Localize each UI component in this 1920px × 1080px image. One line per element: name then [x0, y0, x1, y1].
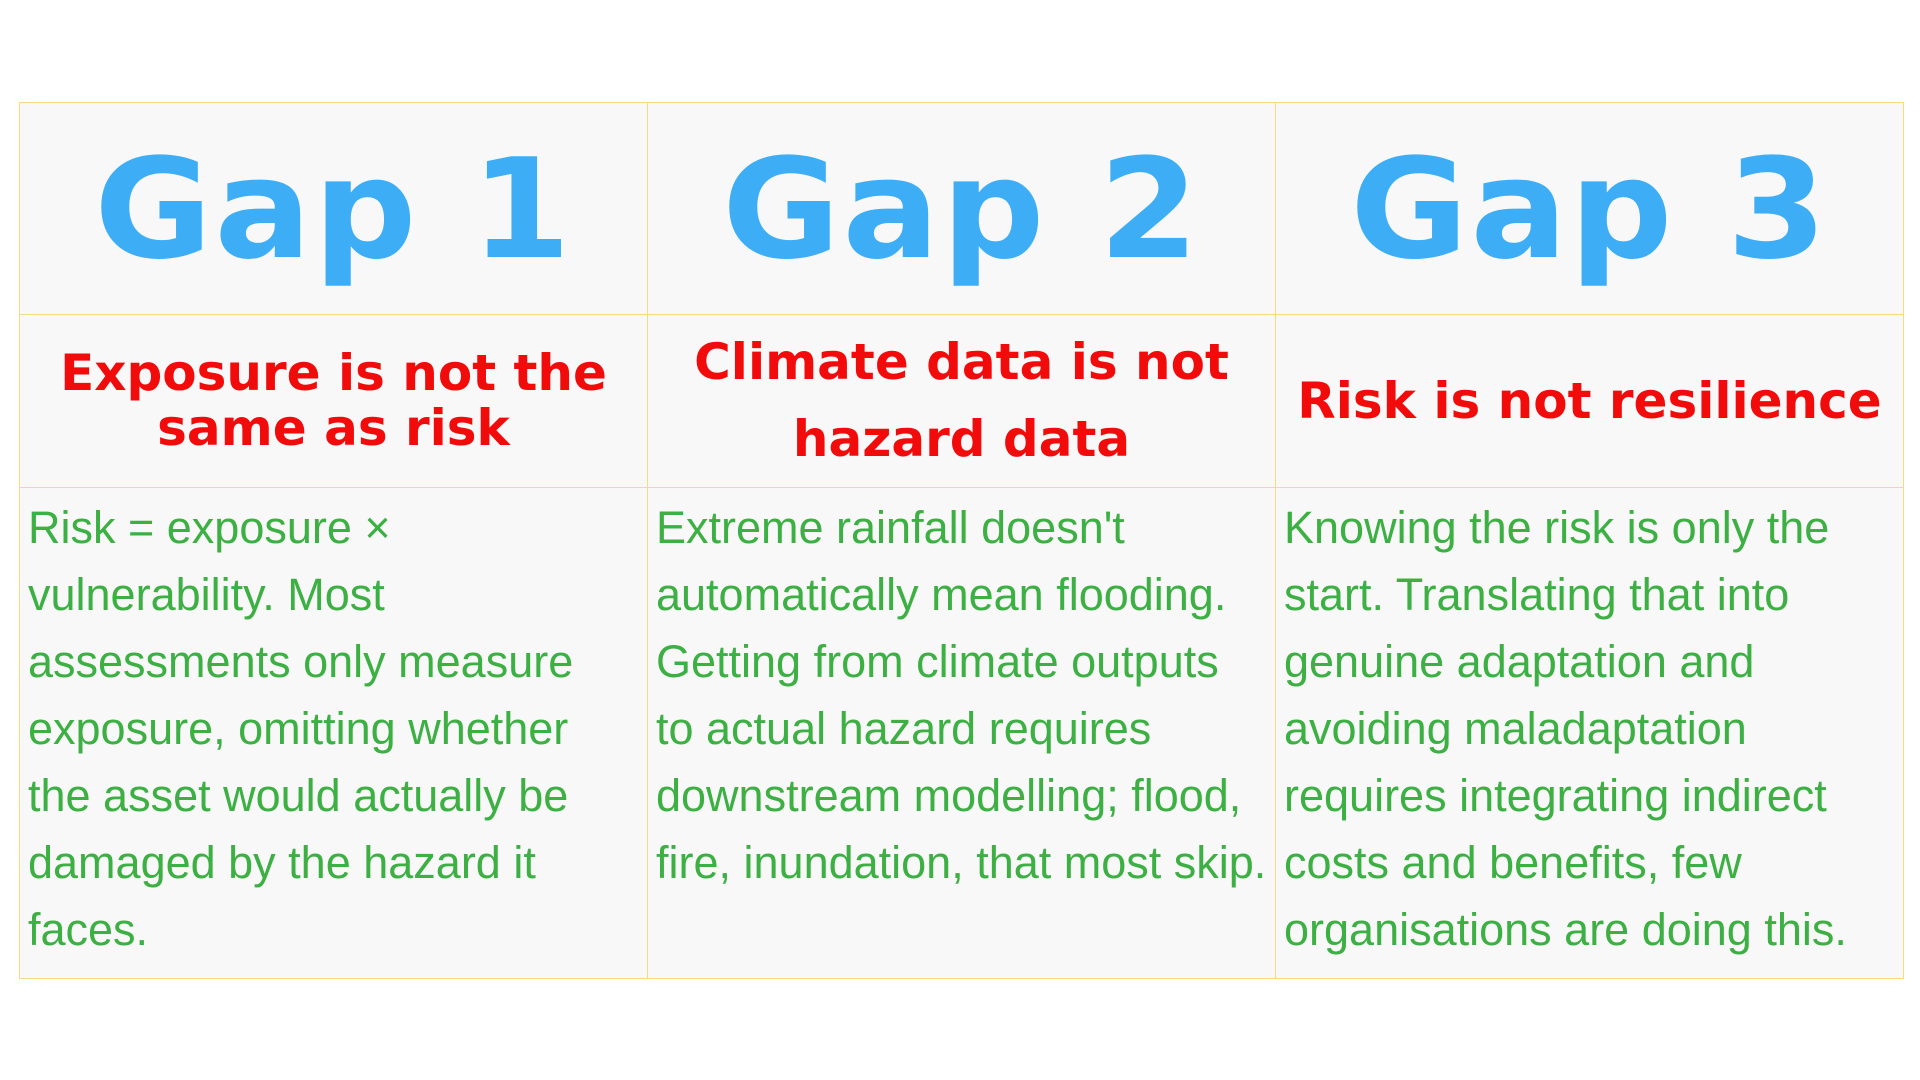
gap-2-body-cell: Extreme rainfall doesn't automatically m…: [647, 487, 1276, 979]
body-row: Risk = exposure × vulnerability. Most as…: [19, 487, 1904, 979]
gap-1-body-cell: Risk = exposure × vulnerability. Most as…: [19, 487, 648, 979]
gap-1-heading: Gap 1: [94, 127, 573, 290]
title-row: Exposure is not the same as risk Climate…: [19, 314, 1904, 488]
heading-row: Gap 1 Gap 2 Gap 3: [19, 102, 1904, 315]
gap-1-heading-cell: Gap 1: [19, 102, 648, 315]
gap-2-heading: Gap 2: [722, 127, 1201, 290]
gap-3-title: Risk is not resilience: [1297, 371, 1882, 430]
gaps-table: Gap 1 Gap 2 Gap 3 Exposure is not the sa…: [19, 102, 1904, 979]
gap-3-heading-cell: Gap 3: [1275, 102, 1904, 315]
gap-3-body: Knowing the risk is only the start. Tran…: [1284, 502, 1847, 955]
gap-2-heading-cell: Gap 2: [647, 102, 1276, 315]
gap-2-title-cell: Climate data is not hazard data: [647, 314, 1276, 488]
gap-2-body: Extreme rainfall doesn't automatically m…: [656, 502, 1267, 888]
gap-2-title: Climate data is not hazard data: [694, 332, 1229, 469]
gap-3-title-cell: Risk is not resilience: [1275, 314, 1904, 488]
gap-1-title-cell: Exposure is not the same as risk: [19, 314, 648, 488]
gap-1-body: Risk = exposure × vulnerability. Most as…: [28, 502, 574, 955]
gap-3-heading: Gap 3: [1350, 127, 1829, 290]
gap-1-title: Exposure is not the same as risk: [60, 344, 607, 457]
gap-3-body-cell: Knowing the risk is only the start. Tran…: [1275, 487, 1904, 979]
